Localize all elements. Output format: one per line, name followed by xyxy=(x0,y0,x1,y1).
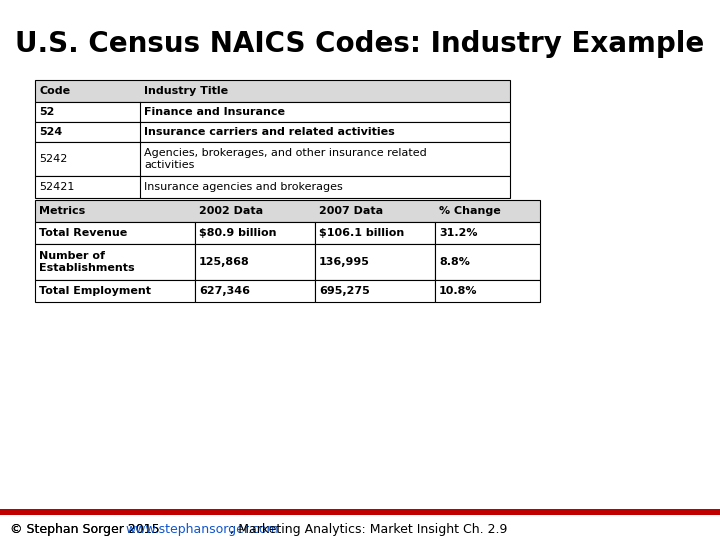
Text: 136,995: 136,995 xyxy=(319,257,370,267)
Text: ; Marketing Analytics: Market Insight Ch. 2.9: ; Marketing Analytics: Market Insight Ch… xyxy=(230,523,508,536)
Text: © Stephan Sorger 2015.: © Stephan Sorger 2015. xyxy=(10,523,168,536)
Text: 125,868: 125,868 xyxy=(199,257,250,267)
Text: Total Revenue: Total Revenue xyxy=(39,228,127,238)
Text: 5242: 5242 xyxy=(39,154,68,164)
Bar xyxy=(435,244,540,280)
Text: Code: Code xyxy=(39,86,70,96)
Bar xyxy=(315,244,435,280)
Text: U.S. Census NAICS Codes: Industry Example: U.S. Census NAICS Codes: Industry Exampl… xyxy=(15,30,704,58)
Text: www.stephansorger.com: www.stephansorger.com xyxy=(125,523,279,536)
Text: Total Employment: Total Employment xyxy=(39,286,151,296)
Bar xyxy=(315,280,435,302)
Bar xyxy=(35,176,510,198)
Text: 52: 52 xyxy=(39,107,55,117)
Bar xyxy=(35,80,510,102)
Text: © Stephan Sorger 2015.: © Stephan Sorger 2015. xyxy=(10,523,168,536)
Text: 2002 Data: 2002 Data xyxy=(199,206,263,216)
Text: 2007 Data: 2007 Data xyxy=(319,206,383,216)
Text: $106.1 billion: $106.1 billion xyxy=(319,228,404,238)
Text: Insurance agencies and brokerages: Insurance agencies and brokerages xyxy=(144,182,343,192)
Text: 524: 524 xyxy=(39,127,62,137)
Bar xyxy=(195,222,315,244)
Text: $80.9 billion: $80.9 billion xyxy=(199,228,276,238)
Bar xyxy=(35,122,510,142)
Bar xyxy=(35,244,195,280)
Text: 695,275: 695,275 xyxy=(319,286,370,296)
Bar xyxy=(35,142,510,176)
Text: % Change: % Change xyxy=(439,206,500,216)
Text: Insurance carriers and related activities: Insurance carriers and related activitie… xyxy=(144,127,395,137)
Bar xyxy=(195,244,315,280)
Text: 31.2%: 31.2% xyxy=(439,228,477,238)
Text: 627,346: 627,346 xyxy=(199,286,250,296)
Text: Number of
Establishments: Number of Establishments xyxy=(39,251,135,273)
Text: Metrics: Metrics xyxy=(39,206,85,216)
Bar xyxy=(315,222,435,244)
Bar xyxy=(435,222,540,244)
Bar xyxy=(195,280,315,302)
Text: Agencies, brokerages, and other insurance related
activities: Agencies, brokerages, and other insuranc… xyxy=(144,148,427,170)
Text: © Stephan Sorger 2015. www.stephansorger.com: © Stephan Sorger 2015. www.stephansorger… xyxy=(10,523,321,536)
Text: 52421: 52421 xyxy=(39,182,74,192)
Bar xyxy=(0,509,720,515)
Bar xyxy=(35,200,540,222)
Text: 10.8%: 10.8% xyxy=(439,286,477,296)
Text: Finance and Insurance: Finance and Insurance xyxy=(144,107,285,117)
Bar xyxy=(35,102,510,122)
Bar xyxy=(435,280,540,302)
Bar xyxy=(35,222,195,244)
Text: Industry Title: Industry Title xyxy=(144,86,228,96)
Text: 8.8%: 8.8% xyxy=(439,257,470,267)
Bar xyxy=(35,280,195,302)
